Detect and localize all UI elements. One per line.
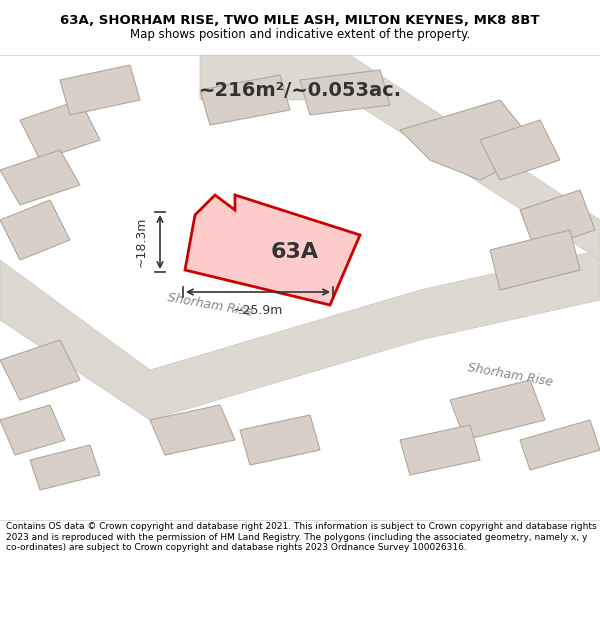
Text: ~25.9m: ~25.9m bbox=[233, 304, 283, 317]
Polygon shape bbox=[240, 415, 320, 465]
Text: 63A: 63A bbox=[271, 242, 319, 262]
Polygon shape bbox=[0, 250, 600, 420]
Polygon shape bbox=[200, 75, 290, 125]
Polygon shape bbox=[520, 420, 600, 470]
Polygon shape bbox=[400, 100, 540, 180]
Polygon shape bbox=[0, 405, 65, 455]
Polygon shape bbox=[200, 55, 600, 260]
Polygon shape bbox=[150, 405, 235, 455]
Text: 63A, SHORHAM RISE, TWO MILE ASH, MILTON KEYNES, MK8 8BT: 63A, SHORHAM RISE, TWO MILE ASH, MILTON … bbox=[60, 14, 540, 27]
Polygon shape bbox=[300, 70, 390, 115]
Polygon shape bbox=[60, 65, 140, 115]
Text: Map shows position and indicative extent of the property.: Map shows position and indicative extent… bbox=[130, 28, 470, 41]
Polygon shape bbox=[400, 425, 480, 475]
Polygon shape bbox=[0, 150, 80, 205]
Polygon shape bbox=[520, 190, 595, 250]
Polygon shape bbox=[450, 380, 545, 440]
Polygon shape bbox=[0, 340, 80, 400]
Polygon shape bbox=[185, 195, 360, 305]
Text: Shorham Rise: Shorham Rise bbox=[466, 361, 554, 389]
Polygon shape bbox=[490, 230, 580, 290]
Polygon shape bbox=[20, 100, 100, 160]
Polygon shape bbox=[480, 120, 560, 180]
Text: Contains OS data © Crown copyright and database right 2021. This information is : Contains OS data © Crown copyright and d… bbox=[6, 522, 596, 552]
Text: ~216m²/~0.053ac.: ~216m²/~0.053ac. bbox=[199, 81, 401, 99]
Text: Shorham Rise: Shorham Rise bbox=[166, 291, 254, 319]
Text: ~18.3m: ~18.3m bbox=[135, 217, 148, 268]
Polygon shape bbox=[30, 445, 100, 490]
Polygon shape bbox=[0, 200, 70, 260]
